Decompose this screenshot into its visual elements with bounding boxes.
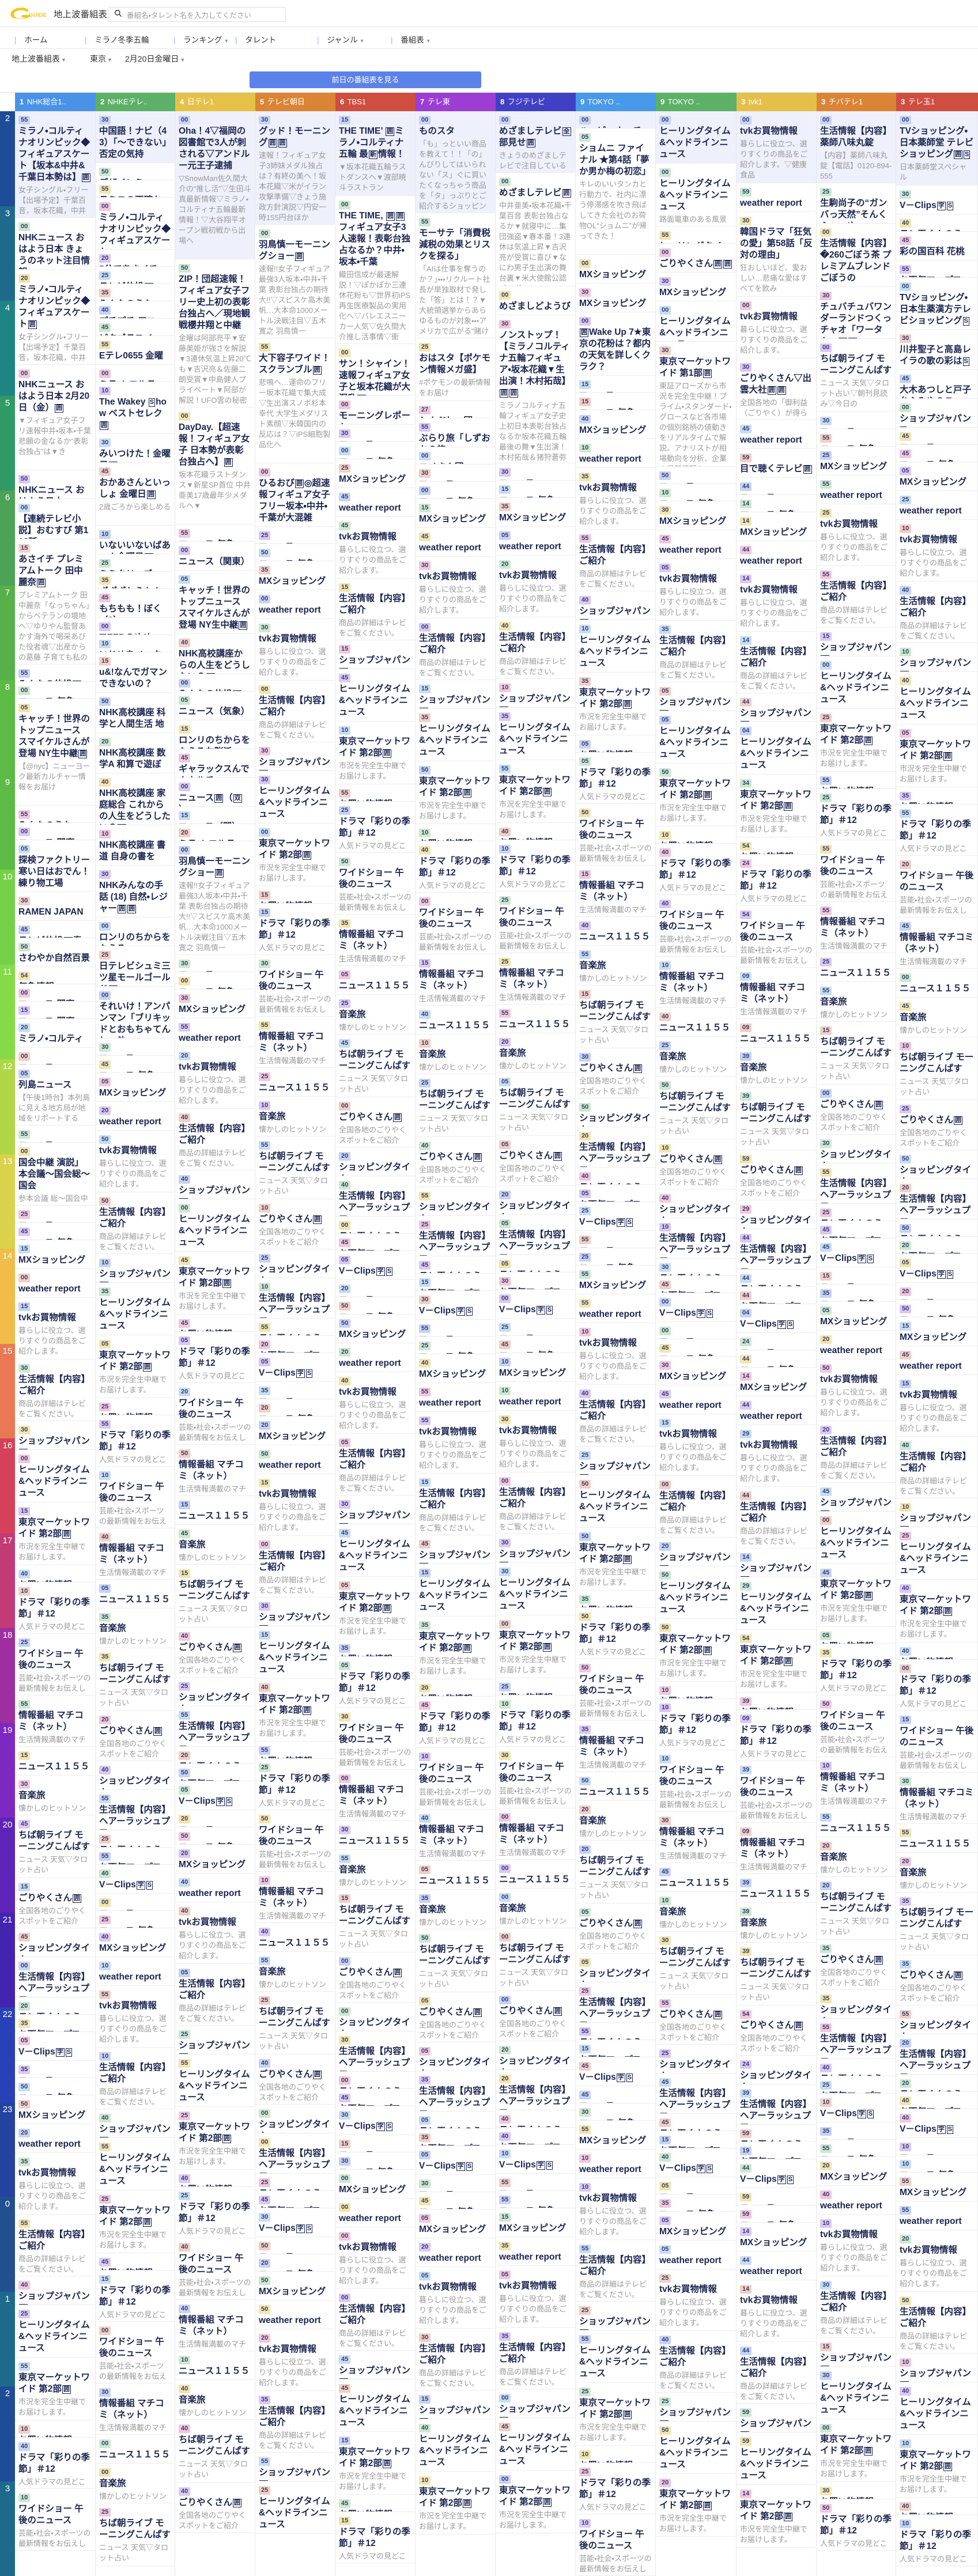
svg-text:GUIDE: GUIDE [29, 12, 47, 18]
